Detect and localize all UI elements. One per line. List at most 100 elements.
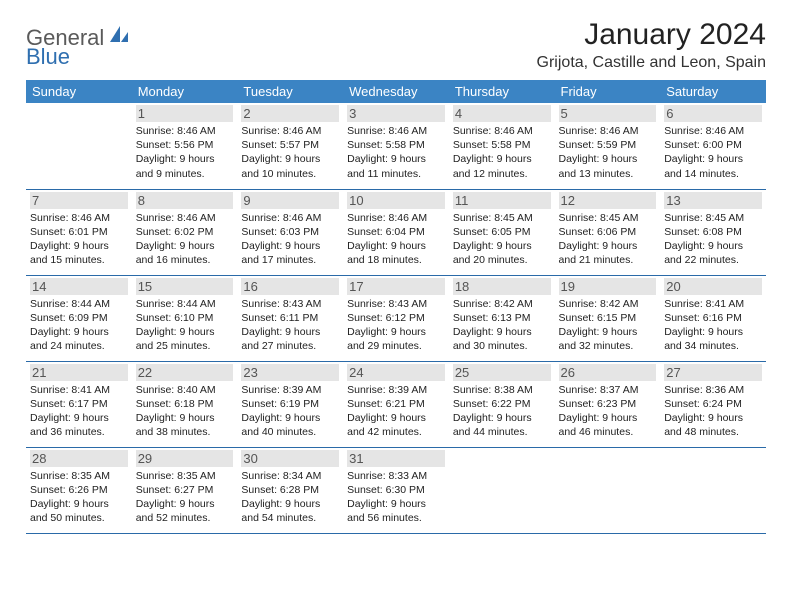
- day-detail: Sunrise: 8:46 AMSunset: 6:04 PMDaylight:…: [347, 211, 445, 268]
- day-detail: Sunrise: 8:46 AMSunset: 5:59 PMDaylight:…: [559, 124, 657, 181]
- day-detail: Sunrise: 8:46 AMSunset: 6:03 PMDaylight:…: [241, 211, 339, 268]
- day-cell: 7 Sunrise: 8:46 AMSunset: 6:01 PMDaylight…: [26, 189, 132, 275]
- sail-icon: [108, 24, 130, 49]
- day-number: 23: [241, 364, 339, 381]
- day-cell: [555, 447, 661, 533]
- day-detail: Sunrise: 8:39 AMSunset: 6:19 PMDaylight:…: [241, 383, 339, 440]
- day-cell: [660, 447, 766, 533]
- day-number: 20: [664, 278, 762, 295]
- day-detail: Sunrise: 8:38 AMSunset: 6:22 PMDaylight:…: [453, 383, 551, 440]
- weekday-header: Wednesday: [343, 80, 449, 103]
- day-cell: 11 Sunrise: 8:45 AMSunset: 6:05 PMDayligh…: [449, 189, 555, 275]
- day-number: 8: [136, 192, 234, 209]
- day-cell: [26, 103, 132, 189]
- day-cell: [449, 447, 555, 533]
- weekday-header-row: SundayMondayTuesdayWednesdayThursdayFrid…: [26, 80, 766, 103]
- day-number: 6: [664, 105, 762, 122]
- week-row: 14Sunrise: 8:44 AMSunset: 6:09 PMDayligh…: [26, 275, 766, 361]
- day-detail: Sunrise: 8:41 AMSunset: 6:16 PMDaylight:…: [664, 297, 762, 354]
- day-cell: 31 Sunrise: 8:33 AMSunset: 6:30 PMDayligh…: [343, 447, 449, 533]
- day-detail: Sunrise: 8:46 AMSunset: 6:01 PMDaylight:…: [30, 211, 128, 268]
- day-number: 24: [347, 364, 445, 381]
- day-detail: Sunrise: 8:46 AMSunset: 5:56 PMDaylight:…: [136, 124, 234, 181]
- day-number: 28: [30, 450, 128, 467]
- day-cell: 24 Sunrise: 8:39 AMSunset: 6:21 PMDayligh…: [343, 361, 449, 447]
- day-cell: 8 Sunrise: 8:46 AMSunset: 6:02 PMDaylight…: [132, 189, 238, 275]
- day-detail: Sunrise: 8:42 AMSunset: 6:13 PMDaylight:…: [453, 297, 551, 354]
- day-number: 18: [453, 278, 551, 295]
- day-number: 19: [559, 278, 657, 295]
- day-detail: Sunrise: 8:45 AMSunset: 6:05 PMDaylight:…: [453, 211, 551, 268]
- day-cell: 29 Sunrise: 8:35 AMSunset: 6:27 PMDayligh…: [132, 447, 238, 533]
- day-detail: Sunrise: 8:37 AMSunset: 6:23 PMDaylight:…: [559, 383, 657, 440]
- day-number: 21: [30, 364, 128, 381]
- day-cell: 2 Sunrise: 8:46 AMSunset: 5:57 PMDaylight…: [237, 103, 343, 189]
- day-number: 31: [347, 450, 445, 467]
- location-text: Grijota, Castille and Leon, Spain: [537, 54, 766, 72]
- day-detail: Sunrise: 8:46 AMSunset: 5:58 PMDaylight:…: [453, 124, 551, 181]
- week-row: 7 Sunrise: 8:46 AMSunset: 6:01 PMDaylight…: [26, 189, 766, 275]
- day-cell: 13Sunrise: 8:45 AMSunset: 6:08 PMDayligh…: [660, 189, 766, 275]
- calendar-page: General January 2024 Grijota, Castille a…: [0, 0, 792, 534]
- day-number: 4: [453, 105, 551, 122]
- day-cell: 20 Sunrise: 8:41 AMSunset: 6:16 PMDayligh…: [660, 275, 766, 361]
- day-number: 27: [664, 364, 762, 381]
- day-number: 13: [664, 192, 762, 209]
- day-cell: 14Sunrise: 8:44 AMSunset: 6:09 PMDayligh…: [26, 275, 132, 361]
- weekday-header: Sunday: [26, 80, 132, 103]
- day-number: 12: [559, 192, 657, 209]
- day-detail: Sunrise: 8:44 AMSunset: 6:10 PMDaylight:…: [136, 297, 234, 354]
- day-detail: Sunrise: 8:46 AMSunset: 6:02 PMDaylight:…: [136, 211, 234, 268]
- day-detail: Sunrise: 8:46 AMSunset: 5:57 PMDaylight:…: [241, 124, 339, 181]
- day-cell: 18 Sunrise: 8:42 AMSunset: 6:13 PMDayligh…: [449, 275, 555, 361]
- day-detail: Sunrise: 8:33 AMSunset: 6:30 PMDaylight:…: [347, 469, 445, 526]
- day-cell: 12 Sunrise: 8:45 AMSunset: 6:06 PMDayligh…: [555, 189, 661, 275]
- day-cell: 6 Sunrise: 8:46 AMSunset: 6:00 PMDaylight…: [660, 103, 766, 189]
- day-detail: Sunrise: 8:46 AMSunset: 6:00 PMDaylight:…: [664, 124, 762, 181]
- day-number: 25: [453, 364, 551, 381]
- day-detail: Sunrise: 8:45 AMSunset: 6:06 PMDaylight:…: [559, 211, 657, 268]
- week-row: 28 Sunrise: 8:35 AMSunset: 6:26 PMDayligh…: [26, 447, 766, 533]
- day-detail: Sunrise: 8:43 AMSunset: 6:12 PMDaylight:…: [347, 297, 445, 354]
- day-cell: 10Sunrise: 8:46 AMSunset: 6:04 PMDayligh…: [343, 189, 449, 275]
- day-number: 11: [453, 192, 551, 209]
- day-detail: Sunrise: 8:36 AMSunset: 6:24 PMDaylight:…: [664, 383, 762, 440]
- day-cell: 21 Sunrise: 8:41 AMSunset: 6:17 PMDayligh…: [26, 361, 132, 447]
- brand-part2: Blue: [26, 44, 70, 69]
- day-number: 3: [347, 105, 445, 122]
- day-detail: Sunrise: 8:35 AMSunset: 6:27 PMDaylight:…: [136, 469, 234, 526]
- day-cell: 5 Sunrise: 8:46 AMSunset: 5:59 PMDaylight…: [555, 103, 661, 189]
- day-cell: 4 Sunrise: 8:46 AMSunset: 5:58 PMDaylight…: [449, 103, 555, 189]
- week-row: 21 Sunrise: 8:41 AMSunset: 6:17 PMDayligh…: [26, 361, 766, 447]
- day-detail: Sunrise: 8:39 AMSunset: 6:21 PMDaylight:…: [347, 383, 445, 440]
- day-cell: 25 Sunrise: 8:38 AMSunset: 6:22 PMDayligh…: [449, 361, 555, 447]
- day-number: 2: [241, 105, 339, 122]
- day-cell: 15Sunrise: 8:44 AMSunset: 6:10 PMDayligh…: [132, 275, 238, 361]
- weekday-header: Tuesday: [237, 80, 343, 103]
- day-cell: 23 Sunrise: 8:39 AMSunset: 6:19 PMDayligh…: [237, 361, 343, 447]
- day-detail: Sunrise: 8:35 AMSunset: 6:26 PMDaylight:…: [30, 469, 128, 526]
- day-cell: 22 Sunrise: 8:40 AMSunset: 6:18 PMDayligh…: [132, 361, 238, 447]
- day-number: 22: [136, 364, 234, 381]
- month-title: January 2024: [537, 18, 766, 52]
- day-cell: 1 Sunrise: 8:46 AMSunset: 5:56 PMDaylight…: [132, 103, 238, 189]
- day-detail: Sunrise: 8:43 AMSunset: 6:11 PMDaylight:…: [241, 297, 339, 354]
- weekday-header: Saturday: [660, 80, 766, 103]
- day-number: 29: [136, 450, 234, 467]
- day-detail: Sunrise: 8:46 AMSunset: 5:58 PMDaylight:…: [347, 124, 445, 181]
- day-cell: 26 Sunrise: 8:37 AMSunset: 6:23 PMDayligh…: [555, 361, 661, 447]
- day-number: 5: [559, 105, 657, 122]
- day-detail: Sunrise: 8:40 AMSunset: 6:18 PMDaylight:…: [136, 383, 234, 440]
- day-number: 17: [347, 278, 445, 295]
- calendar-table: SundayMondayTuesdayWednesdayThursdayFrid…: [26, 80, 766, 534]
- weekday-header: Thursday: [449, 80, 555, 103]
- weekday-header: Friday: [555, 80, 661, 103]
- weekday-header: Monday: [132, 80, 238, 103]
- day-number: 7: [30, 192, 128, 209]
- day-number: 26: [559, 364, 657, 381]
- day-detail: Sunrise: 8:41 AMSunset: 6:17 PMDaylight:…: [30, 383, 128, 440]
- day-number: 1: [136, 105, 234, 122]
- day-cell: 9Sunrise: 8:46 AMSunset: 6:03 PMDaylight…: [237, 189, 343, 275]
- day-cell: 19Sunrise: 8:42 AMSunset: 6:15 PMDayligh…: [555, 275, 661, 361]
- day-number: 14: [30, 278, 128, 295]
